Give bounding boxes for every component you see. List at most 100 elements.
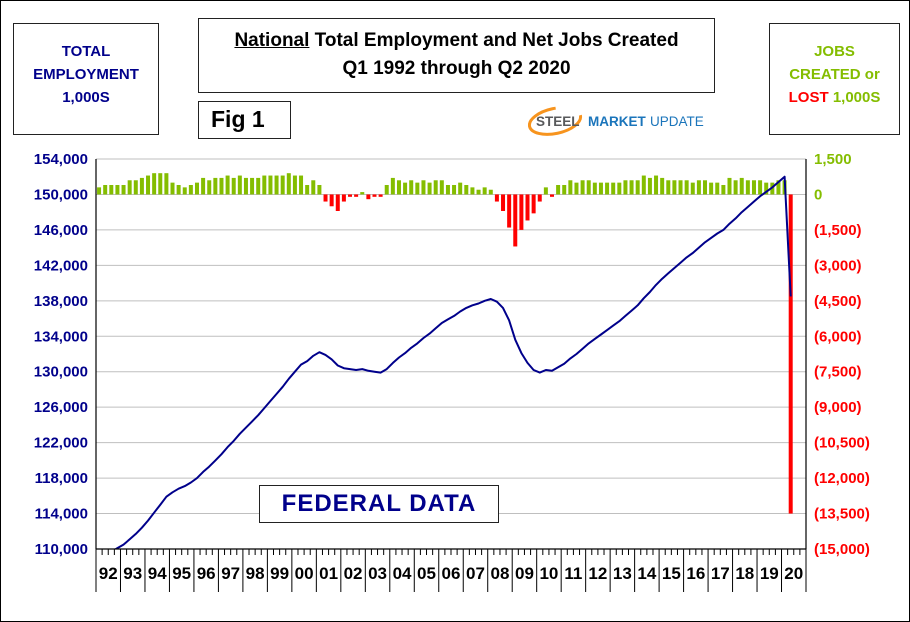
left-axis-tick-label: 146,000 (34, 222, 88, 239)
net-jobs-bar (409, 180, 414, 195)
net-jobs-bar (237, 175, 242, 195)
net-jobs-bar (390, 177, 395, 195)
net-jobs-bar (372, 194, 377, 197)
right-axis-tick-label: (10,500) (814, 435, 870, 452)
net-jobs-bar (666, 180, 671, 195)
net-jobs-bar (262, 175, 267, 195)
net-jobs-bar (690, 182, 695, 195)
net-jobs-bar (703, 180, 708, 195)
net-jobs-bar (678, 180, 683, 195)
net-jobs-bar (396, 180, 401, 195)
x-axis-year-label: 00 (295, 564, 314, 583)
net-jobs-bar (641, 175, 646, 195)
x-axis-year-label: 08 (491, 564, 510, 583)
left-axis-tick-label: 154,000 (34, 151, 88, 168)
logo-word-steel: STEEL (536, 114, 580, 129)
net-jobs-bar (745, 180, 750, 195)
net-jobs-bar (133, 180, 138, 195)
net-jobs-bar (115, 185, 120, 195)
figure-label-box: Fig 1 (198, 101, 291, 139)
net-jobs-bar (317, 185, 322, 195)
x-axis-year-label: 12 (588, 564, 607, 583)
net-jobs-bar (109, 185, 114, 195)
net-jobs-bar (176, 185, 181, 195)
net-jobs-bar (305, 185, 310, 195)
net-jobs-bar (519, 194, 524, 230)
left-axis-tick-label: 150,000 (34, 186, 88, 203)
net-jobs-bar (207, 180, 212, 195)
logo-word-update: UPDATE (650, 114, 704, 129)
left-axis-tick-label: 118,000 (35, 470, 88, 487)
net-jobs-bar (323, 194, 328, 202)
net-jobs-bar (250, 177, 255, 195)
x-axis-year-label: 95 (172, 564, 191, 583)
logo-word-market: MARKET (588, 114, 646, 129)
net-jobs-bar (268, 175, 273, 195)
right-axis-tick-label: (6,000) (814, 328, 862, 345)
net-jobs-bar (549, 194, 554, 197)
net-jobs-bar (629, 180, 634, 195)
net-jobs-bar (721, 185, 726, 195)
left-axis-tick-label: 138,000 (34, 293, 88, 310)
net-jobs-bar (311, 180, 316, 195)
net-jobs-bar (201, 177, 206, 195)
net-jobs-bar (127, 180, 132, 195)
right-axis-title-box: JOBS CREATED or LOST 1,000S (769, 23, 900, 135)
net-jobs-bar (415, 182, 420, 195)
net-jobs-bar (421, 180, 426, 195)
net-jobs-bar (537, 194, 542, 202)
net-jobs-bar (788, 194, 793, 514)
logo-swoosh-icon (528, 106, 583, 136)
net-jobs-bar (488, 189, 493, 195)
x-axis-year-label: 16 (686, 564, 705, 583)
net-jobs-bar (335, 194, 340, 211)
net-jobs-bar (243, 177, 248, 195)
net-jobs-bar (513, 194, 518, 247)
net-jobs-bar (170, 182, 175, 195)
steel-market-update-logo: STEEL MARKET UPDATE (528, 106, 704, 136)
net-jobs-bar (348, 194, 353, 197)
net-jobs-bar (470, 187, 475, 195)
x-axis-year-label: 19 (760, 564, 779, 583)
net-jobs-bar (733, 180, 738, 195)
net-jobs-bar (543, 187, 548, 195)
net-jobs-bar (476, 189, 481, 195)
net-jobs-bar (445, 185, 450, 195)
net-jobs-bar (103, 185, 108, 195)
net-jobs-bar (219, 177, 224, 195)
net-jobs-bar (482, 187, 487, 195)
net-jobs-bar (121, 185, 126, 195)
net-jobs-bar (427, 182, 432, 195)
right-axis-title-lost: LOST (788, 89, 829, 106)
chart-title-rest: Total Employment and Net Jobs Created (309, 30, 679, 51)
chart-subtitle: Q1 1992 through Q2 2020 (342, 58, 571, 79)
net-jobs-bar (494, 194, 499, 202)
net-jobs-bar (751, 180, 756, 195)
net-jobs-bar (366, 194, 371, 200)
net-jobs-bar (286, 173, 291, 195)
net-jobs-bar (464, 185, 469, 195)
net-jobs-bar (672, 180, 677, 195)
x-axis-year-label: 01 (319, 564, 338, 583)
x-axis-year-label: 15 (662, 564, 681, 583)
net-jobs-bar (605, 182, 610, 195)
net-jobs-bar (403, 182, 408, 195)
net-jobs-bar (378, 194, 383, 197)
right-axis-tick-label: (7,500) (814, 364, 862, 381)
right-axis-tick-label: (15,000) (814, 541, 870, 558)
left-axis-title-line2: EMPLOYMENT (33, 66, 139, 83)
left-axis-tick-label: 134,000 (34, 328, 88, 345)
net-jobs-bar (433, 180, 438, 195)
net-jobs-bar (146, 175, 151, 195)
net-jobs-bar (654, 175, 659, 195)
left-axis-tick-label: 130,000 (34, 364, 88, 381)
right-axis-tick-label: 1,500 (814, 151, 852, 168)
net-jobs-bar (623, 180, 628, 195)
left-axis-title-box: TOTAL EMPLOYMENT 1,000S (13, 23, 159, 135)
net-jobs-bar (501, 194, 506, 211)
net-jobs-bar (647, 177, 652, 195)
net-jobs-bar (696, 180, 701, 195)
x-axis-year-label: 10 (539, 564, 558, 583)
